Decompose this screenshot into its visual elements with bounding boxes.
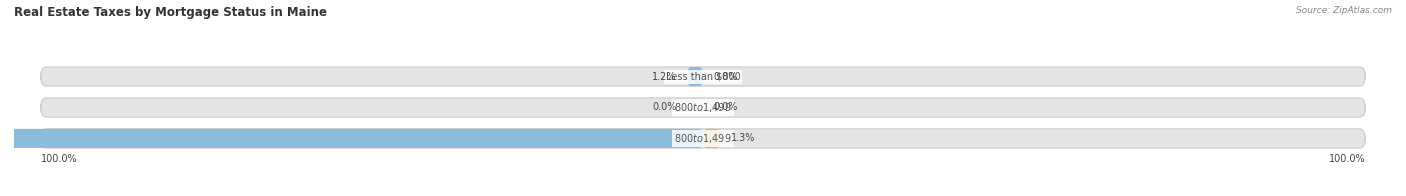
Text: 100.0%: 100.0% bbox=[41, 153, 77, 163]
Text: $800 to $1,499: $800 to $1,499 bbox=[675, 132, 731, 145]
FancyBboxPatch shape bbox=[41, 98, 1365, 117]
Text: 1.3%: 1.3% bbox=[731, 133, 755, 143]
Text: 1.2%: 1.2% bbox=[652, 72, 676, 82]
Text: Source: ZipAtlas.com: Source: ZipAtlas.com bbox=[1296, 6, 1392, 15]
FancyBboxPatch shape bbox=[703, 129, 720, 148]
Text: 0.0%: 0.0% bbox=[714, 103, 738, 113]
Text: $800 to $1,499: $800 to $1,499 bbox=[675, 101, 731, 114]
FancyBboxPatch shape bbox=[41, 67, 1365, 86]
FancyBboxPatch shape bbox=[0, 129, 703, 148]
FancyBboxPatch shape bbox=[688, 67, 703, 86]
Text: 0.0%: 0.0% bbox=[714, 72, 738, 82]
Text: Less than $800: Less than $800 bbox=[665, 72, 741, 82]
Text: 100.0%: 100.0% bbox=[1329, 153, 1365, 163]
FancyBboxPatch shape bbox=[41, 129, 1365, 148]
Text: 0.0%: 0.0% bbox=[652, 103, 676, 113]
Text: Real Estate Taxes by Mortgage Status in Maine: Real Estate Taxes by Mortgage Status in … bbox=[14, 6, 328, 19]
